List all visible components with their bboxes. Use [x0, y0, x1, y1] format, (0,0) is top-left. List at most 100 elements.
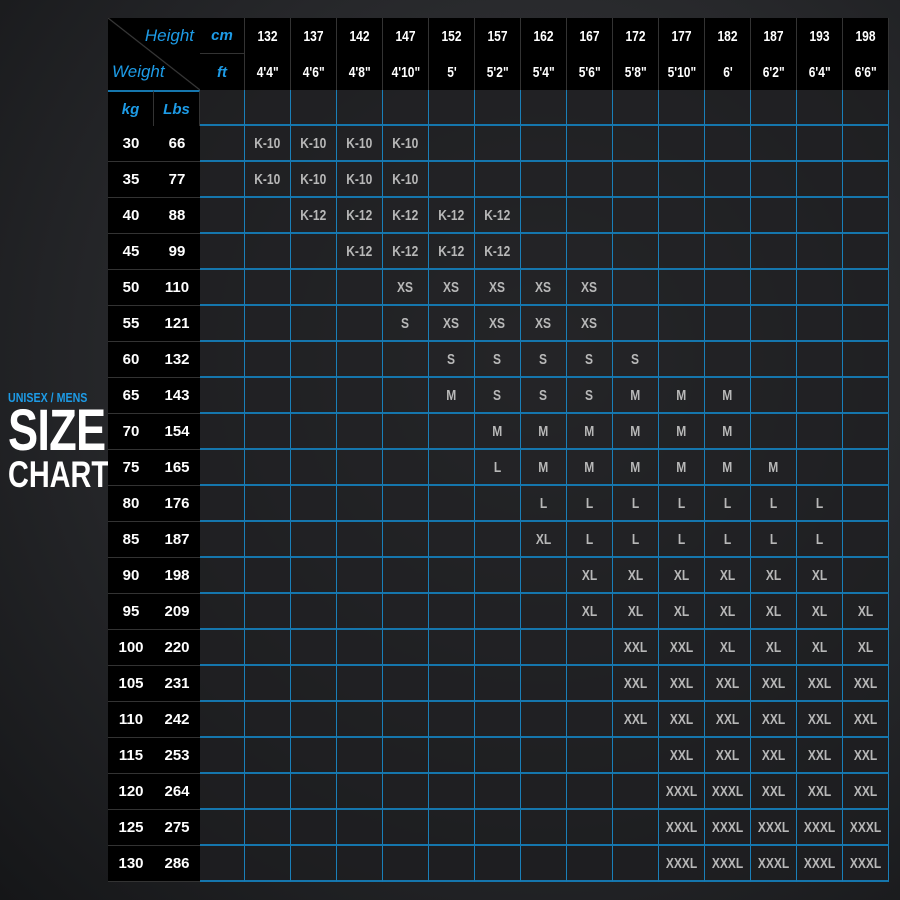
size-cell: XS — [383, 270, 429, 306]
empty-cell — [291, 342, 337, 378]
empty-cell — [843, 486, 889, 522]
empty-cell — [383, 378, 429, 414]
empty-cell — [475, 702, 521, 738]
weight-lbs: 165 — [154, 450, 200, 486]
empty-cell — [521, 162, 567, 198]
empty-cell — [245, 702, 291, 738]
size-cell: K-12 — [383, 198, 429, 234]
chart-title: UNISEX / MENS SIZE CHART — [8, 390, 109, 493]
size-cell: K-10 — [337, 162, 383, 198]
empty-cell — [429, 162, 475, 198]
empty-cell — [429, 666, 475, 702]
size-cell: K-12 — [337, 234, 383, 270]
size-cell: XXXL — [843, 810, 889, 846]
empty-cell — [843, 306, 889, 342]
size-cell: XL — [843, 630, 889, 666]
empty-cell — [797, 414, 843, 450]
size-cell: XXL — [659, 630, 705, 666]
empty-cell — [337, 666, 383, 702]
weight-lbs: 176 — [154, 486, 200, 522]
size-cell: K-10 — [245, 162, 291, 198]
empty-cell — [751, 162, 797, 198]
empty-cell — [200, 702, 245, 738]
weight-lbs: 121 — [154, 306, 200, 342]
size-cell: K-12 — [337, 198, 383, 234]
size-cell: XXXL — [705, 846, 751, 882]
empty-cell — [613, 234, 659, 270]
size-cell: XXL — [705, 738, 751, 774]
chart-subtitle: UNISEX / MENS — [8, 390, 88, 405]
size-cell: L — [659, 486, 705, 522]
empty-cell — [291, 810, 337, 846]
empty-cell — [843, 90, 889, 126]
weight-kg: 115 — [108, 738, 154, 774]
empty-cell — [245, 774, 291, 810]
empty-cell — [659, 162, 705, 198]
empty-cell — [429, 774, 475, 810]
size-cell: M — [429, 378, 475, 414]
empty-cell — [200, 666, 245, 702]
size-cell: S — [429, 342, 475, 378]
height-cm-header: 193 — [797, 18, 843, 54]
empty-cell — [521, 666, 567, 702]
empty-cell — [383, 810, 429, 846]
weight-lbs: 77 — [154, 162, 200, 198]
weight-kg: 105 — [108, 666, 154, 702]
empty-cell — [337, 558, 383, 594]
empty-cell — [429, 702, 475, 738]
size-cell: XL — [567, 558, 613, 594]
size-cell: XXXL — [751, 846, 797, 882]
empty-cell — [475, 738, 521, 774]
size-cell: M — [567, 450, 613, 486]
empty-cell — [751, 198, 797, 234]
size-cell: L — [567, 486, 613, 522]
empty-cell — [797, 90, 843, 126]
empty-cell — [291, 630, 337, 666]
height-cm-header: 198 — [843, 18, 889, 54]
height-cm-header: 157 — [475, 18, 521, 54]
size-cell: XXL — [659, 738, 705, 774]
empty-cell — [337, 810, 383, 846]
height-ft-header: 6'2" — [751, 54, 797, 90]
size-cell: XL — [797, 594, 843, 630]
empty-cell — [567, 774, 613, 810]
empty-cell — [200, 846, 245, 882]
empty-cell — [843, 126, 889, 162]
empty-cell — [291, 450, 337, 486]
empty-cell — [521, 126, 567, 162]
empty-cell — [475, 126, 521, 162]
empty-cell — [337, 414, 383, 450]
empty-cell — [475, 630, 521, 666]
height-cm-header: 147 — [383, 18, 429, 54]
size-cell: S — [383, 306, 429, 342]
empty-cell — [475, 522, 521, 558]
empty-cell — [291, 234, 337, 270]
size-cell: L — [475, 450, 521, 486]
empty-cell — [843, 342, 889, 378]
empty-cell — [383, 666, 429, 702]
empty-cell — [337, 774, 383, 810]
empty-cell — [751, 90, 797, 126]
weight-kg: 40 — [108, 198, 154, 234]
size-cell: XXL — [751, 666, 797, 702]
empty-cell — [245, 198, 291, 234]
empty-cell — [521, 774, 567, 810]
empty-cell — [291, 270, 337, 306]
size-cell: M — [659, 414, 705, 450]
empty-cell — [245, 522, 291, 558]
size-cell: M — [521, 450, 567, 486]
empty-cell — [843, 450, 889, 486]
empty-cell — [521, 810, 567, 846]
size-cell: L — [705, 522, 751, 558]
weight-lbs: 275 — [154, 810, 200, 846]
empty-cell — [475, 162, 521, 198]
empty-cell — [521, 198, 567, 234]
height-ft-header: 4'10" — [383, 54, 429, 90]
empty-cell — [751, 306, 797, 342]
empty-cell — [337, 378, 383, 414]
size-cell: XXL — [659, 702, 705, 738]
height-cm-header: 187 — [751, 18, 797, 54]
size-cell: XXXL — [843, 846, 889, 882]
empty-cell — [429, 846, 475, 882]
height-cm-header: 177 — [659, 18, 705, 54]
